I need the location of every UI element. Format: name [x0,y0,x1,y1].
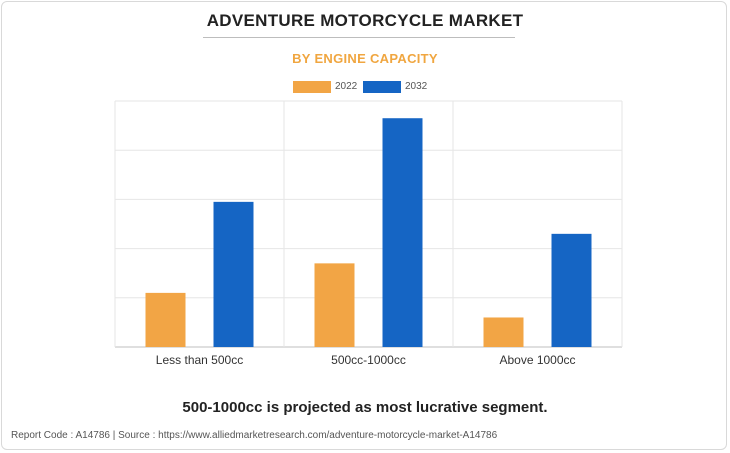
footer-note: 500-1000cc is projected as most lucrativ… [182,399,548,416]
chart-subtitle: BY ENGINE CAPACITY [292,51,438,66]
legend-swatch-2022 [293,81,331,93]
title-divider [203,37,515,38]
bar-2032-2 [382,118,423,347]
legend: 2022 2032 [0,80,730,94]
x-tick-label: 500cc-1000cc [331,353,406,367]
x-tick-label: Above 1000cc [499,353,575,367]
bar-2022-3 [483,317,524,347]
bar-2032-1 [213,201,254,347]
x-tick-label: Less than 500cc [156,353,243,367]
legend-label-2022: 2022 [335,81,358,92]
source-line: Report Code : A14786 | Source : https://… [11,430,498,441]
bar-2022-2 [314,263,355,347]
legend-label-2032: 2032 [405,81,428,92]
bar-2032-3 [551,233,592,347]
chart-title: ADVENTURE MOTORCYCLE MARKET [206,11,524,30]
legend-swatch-2032 [363,81,401,93]
bar-2022-1 [145,292,186,347]
